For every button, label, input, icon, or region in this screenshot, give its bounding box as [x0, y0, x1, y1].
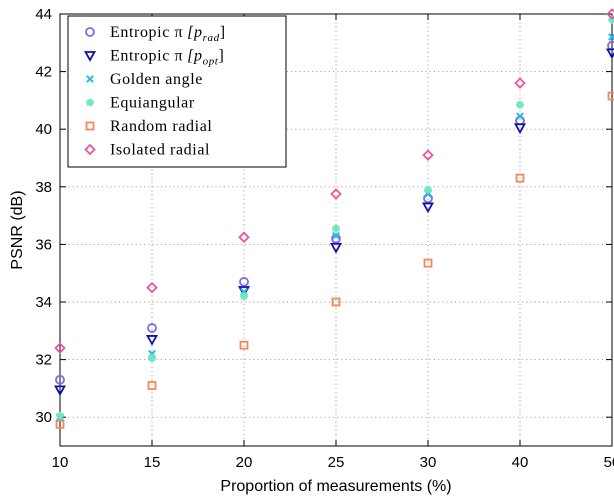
data-point — [148, 354, 156, 363]
data-point — [53, 385, 67, 397]
legend-entry-name: Golden angle — [110, 71, 203, 88]
data-point — [54, 342, 66, 354]
data-point — [55, 419, 65, 429]
legend-entry: Entropic π [popt] — [110, 48, 224, 68]
data-point — [332, 224, 340, 233]
x-tick-label: 15 — [144, 454, 161, 471]
x-tick-label: 50 — [604, 454, 614, 471]
y-axis-ticks: 30 32 34 36 38 40 42 44 — [35, 6, 612, 426]
legend-entry: Entropic π [prad] — [110, 24, 226, 44]
legend-entry: Random radial — [110, 118, 212, 135]
legend-marker — [86, 98, 94, 107]
y-axis-label: PSNR (dB) — [9, 190, 26, 269]
data-point — [421, 202, 435, 214]
data-point — [147, 381, 157, 390]
y-tick-label: 40 — [35, 121, 52, 138]
data-point — [238, 231, 250, 243]
legend-entry-arg: [p — [187, 24, 202, 41]
legend-entry: Isolated radial — [110, 142, 210, 159]
data-point — [608, 33, 614, 41]
data-point — [424, 185, 432, 194]
series-4 — [55, 91, 614, 429]
legend-entry: Equiangular — [110, 95, 195, 112]
legend-entry-name: Entropic π — [110, 24, 183, 41]
data-point — [422, 149, 434, 161]
x-axis-label: Proportion of measurements (%) — [220, 478, 451, 495]
legend-box — [67, 15, 287, 168]
data-point — [240, 292, 248, 301]
y-tick-label: 38 — [35, 179, 52, 196]
legend: Entropic π [prad]Entropic π [popt]Golden a… — [67, 15, 287, 168]
legend-entry: Golden angle — [110, 71, 203, 88]
x-axis-ticks: 10 15 20 25 30 40 50 — [52, 14, 614, 471]
x-tick-label: 40 — [512, 454, 529, 471]
legend-marker — [85, 121, 95, 131]
data-markers — [53, 8, 614, 429]
data-point — [332, 231, 340, 240]
legend-entry-close: ] — [218, 48, 224, 65]
data-point — [239, 340, 249, 350]
x-tick-label: 10 — [52, 454, 69, 471]
legend-entry-subscript: opt — [203, 56, 219, 68]
legend-entry-arg: [p — [187, 48, 202, 65]
legend-marker — [84, 143, 96, 156]
data-point — [606, 8, 614, 20]
data-point — [607, 91, 614, 101]
data-point — [330, 188, 342, 200]
data-point — [516, 100, 524, 109]
series-5 — [54, 8, 614, 354]
data-point — [56, 411, 64, 420]
legend-marker — [83, 51, 97, 62]
y-tick-label: 32 — [35, 352, 52, 369]
y-tick-label: 42 — [35, 64, 52, 81]
legend-entry-name: Isolated radial — [110, 142, 210, 159]
data-point — [331, 297, 341, 307]
x-tick-label: 20 — [236, 454, 253, 471]
data-point — [55, 374, 65, 385]
legend-entry-subscript: rad — [203, 32, 220, 44]
legend-entry-name: Equiangular — [110, 95, 195, 112]
data-point — [605, 48, 614, 60]
x-tick-label: 30 — [420, 454, 437, 471]
y-tick-label: 44 — [35, 6, 52, 23]
data-point — [329, 242, 343, 254]
data-point — [513, 123, 527, 135]
y-tick-label: 36 — [35, 236, 52, 253]
x-tick-label: 25 — [328, 454, 345, 471]
data-point — [147, 323, 157, 333]
data-point — [516, 112, 524, 121]
y-tick-label: 30 — [35, 409, 52, 426]
data-point — [239, 276, 249, 287]
legend-entry-name: Random radial — [110, 118, 212, 135]
data-point — [514, 77, 526, 89]
legend-marker — [86, 75, 94, 83]
data-point — [146, 281, 158, 294]
data-point — [145, 335, 159, 346]
legend-entry-close: ] — [220, 24, 226, 41]
data-point — [515, 173, 525, 183]
legend-marker — [85, 27, 95, 37]
y-tick-label: 34 — [35, 294, 52, 311]
data-point — [423, 258, 433, 268]
legend-entry-name: Entropic π — [110, 48, 183, 65]
